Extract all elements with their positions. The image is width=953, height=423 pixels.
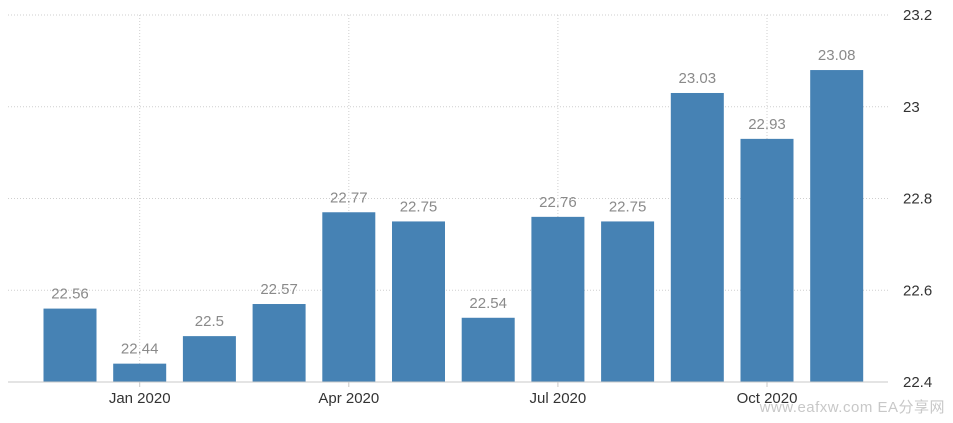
bar [43, 308, 97, 382]
x-tick-label: Jan 2020 [109, 390, 171, 407]
y-tick-label: 22.6 [903, 282, 932, 299]
data-label: 22.56 [51, 286, 89, 303]
data-label: 22.77 [330, 189, 368, 206]
data-label-layer: 22.56 22.44 22.5 22.57 22.77 22.75 22.54 22.76 2… [51, 47, 855, 358]
y-tick-label: 23 [903, 99, 920, 116]
x-tick-label: Oct 2020 [737, 390, 798, 407]
data-label: 22.5 [195, 313, 224, 330]
x-tick-label: Jul 2020 [530, 390, 587, 407]
y-tick-label: 22.8 [903, 191, 932, 208]
y-tick-label: 23.2 [903, 7, 932, 24]
data-label: 23.03 [679, 70, 717, 87]
bar [531, 216, 585, 382]
bar [810, 70, 864, 383]
bar [252, 304, 306, 382]
data-label: 23.08 [818, 47, 856, 64]
axis-layer: 22.4 22.6 22.8 23 23.2 Jan 2020 Apr 2020 Jul 20… [8, 7, 932, 407]
bar [461, 317, 515, 382]
bar [670, 92, 724, 383]
data-label: 22.57 [260, 281, 298, 298]
data-label: 22.54 [469, 295, 507, 312]
watermark: www.eafxw.com EA分享网 [759, 399, 945, 416]
y-tick-label: 22.4 [903, 374, 932, 391]
data-label: 22.44 [121, 341, 159, 358]
bar-layer [43, 70, 864, 383]
bar [740, 138, 794, 382]
bar [322, 212, 376, 382]
data-label: 22.75 [400, 198, 438, 215]
bar [392, 221, 445, 382]
bar [601, 221, 655, 382]
bar [113, 363, 167, 382]
x-tick-label: Apr 2020 [318, 390, 379, 407]
data-label: 22.75 [609, 198, 647, 215]
data-label: 22.76 [539, 194, 577, 211]
bar [182, 336, 236, 382]
data-label: 22.93 [748, 116, 786, 133]
